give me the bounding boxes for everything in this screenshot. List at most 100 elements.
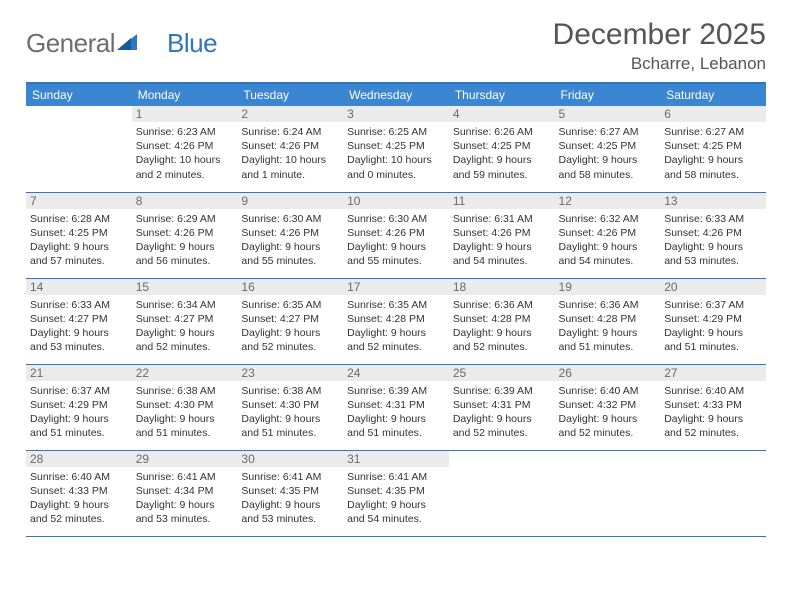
calendar-cell: 28 Sunrise: 6:40 AMSunset: 4:33 PMDayligh… bbox=[26, 450, 132, 536]
sunrise-line: Sunrise: 6:24 AM bbox=[241, 125, 339, 139]
calendar-cell: 10 Sunrise: 6:30 AMSunset: 4:26 PMDayligh… bbox=[343, 192, 449, 278]
sunset-line: Sunset: 4:30 PM bbox=[136, 398, 234, 412]
weekday-header: Monday bbox=[132, 84, 238, 106]
daylight1-line: Daylight: 9 hours bbox=[453, 412, 551, 426]
day-number: 5 bbox=[555, 106, 661, 122]
sunrise-line: Sunrise: 6:40 AM bbox=[664, 384, 762, 398]
sunrise-line: Sunrise: 6:28 AM bbox=[30, 212, 128, 226]
weekday-header: Sunday bbox=[26, 84, 132, 106]
day-number: 15 bbox=[132, 279, 238, 295]
daylight2-line: and 51 minutes. bbox=[241, 426, 339, 440]
sunset-line: Sunset: 4:26 PM bbox=[453, 226, 551, 240]
day-number: 13 bbox=[660, 193, 766, 209]
daylight1-line: Daylight: 9 hours bbox=[30, 412, 128, 426]
daylight2-line: and 52 minutes. bbox=[453, 426, 551, 440]
sunrise-line: Sunrise: 6:35 AM bbox=[241, 298, 339, 312]
sunrise-line: Sunrise: 6:33 AM bbox=[30, 298, 128, 312]
sunrise-line: Sunrise: 6:26 AM bbox=[453, 125, 551, 139]
cell-text: Sunrise: 6:40 AMSunset: 4:33 PMDaylight:… bbox=[30, 470, 128, 527]
sunset-line: Sunset: 4:25 PM bbox=[30, 226, 128, 240]
daylight2-line: and 1 minute. bbox=[241, 168, 339, 182]
daylight1-line: Daylight: 9 hours bbox=[347, 240, 445, 254]
daylight1-line: Daylight: 9 hours bbox=[241, 498, 339, 512]
sunrise-line: Sunrise: 6:41 AM bbox=[347, 470, 445, 484]
day-number: 17 bbox=[343, 279, 449, 295]
daylight1-line: Daylight: 9 hours bbox=[559, 240, 657, 254]
cell-text: Sunrise: 6:41 AMSunset: 4:34 PMDaylight:… bbox=[136, 470, 234, 527]
cell-text: Sunrise: 6:30 AMSunset: 4:26 PMDaylight:… bbox=[347, 212, 445, 269]
sunrise-line: Sunrise: 6:23 AM bbox=[136, 125, 234, 139]
sunset-line: Sunset: 4:28 PM bbox=[453, 312, 551, 326]
calendar-cell: 6Sunrise: 6:27 AMSunset: 4:25 PMDaylight… bbox=[660, 106, 766, 192]
cell-text: Sunrise: 6:34 AMSunset: 4:27 PMDaylight:… bbox=[136, 298, 234, 355]
daylight2-line: and 51 minutes. bbox=[347, 426, 445, 440]
sunrise-line: Sunrise: 6:38 AM bbox=[241, 384, 339, 398]
daylight1-line: Daylight: 10 hours bbox=[241, 153, 339, 167]
cell-text: Sunrise: 6:32 AMSunset: 4:26 PMDaylight:… bbox=[559, 212, 657, 269]
calendar-cell: 23Sunrise: 6:38 AMSunset: 4:30 PMDayligh… bbox=[237, 364, 343, 450]
daylight1-line: Daylight: 9 hours bbox=[30, 240, 128, 254]
daylight2-line: and 59 minutes. bbox=[453, 168, 551, 182]
sunrise-line: Sunrise: 6:25 AM bbox=[347, 125, 445, 139]
sunset-line: Sunset: 4:33 PM bbox=[664, 398, 762, 412]
daylight2-line: and 51 minutes. bbox=[30, 426, 128, 440]
sunset-line: Sunset: 4:26 PM bbox=[241, 226, 339, 240]
daylight2-line: and 56 minutes. bbox=[136, 254, 234, 268]
cell-text: Sunrise: 6:39 AMSunset: 4:31 PMDaylight:… bbox=[347, 384, 445, 441]
sunset-line: Sunset: 4:31 PM bbox=[453, 398, 551, 412]
day-number: 4 bbox=[449, 106, 555, 122]
logo: General Blue bbox=[26, 18, 217, 59]
calendar-cell: 5Sunrise: 6:27 AMSunset: 4:25 PMDaylight… bbox=[555, 106, 661, 192]
calendar-cell: 8Sunrise: 6:29 AMSunset: 4:26 PMDaylight… bbox=[132, 192, 238, 278]
daylight2-line: and 51 minutes. bbox=[559, 340, 657, 354]
sunrise-line: Sunrise: 6:31 AM bbox=[453, 212, 551, 226]
calendar-cell bbox=[26, 106, 132, 192]
cell-text: Sunrise: 6:37 AMSunset: 4:29 PMDaylight:… bbox=[30, 384, 128, 441]
day-number: 28 bbox=[26, 451, 132, 467]
sunrise-line: Sunrise: 6:40 AM bbox=[30, 470, 128, 484]
day-number: 8 bbox=[132, 193, 238, 209]
calendar-cell: 2Sunrise: 6:24 AMSunset: 4:26 PMDaylight… bbox=[237, 106, 343, 192]
cell-text: Sunrise: 6:35 AMSunset: 4:27 PMDaylight:… bbox=[241, 298, 339, 355]
day-number: 18 bbox=[449, 279, 555, 295]
sunrise-line: Sunrise: 6:30 AM bbox=[241, 212, 339, 226]
sunset-line: Sunset: 4:25 PM bbox=[347, 139, 445, 153]
calendar-cell: 16 Sunrise: 6:35 AMSunset: 4:27 PMDayligh… bbox=[237, 278, 343, 364]
daylight2-line: and 53 minutes. bbox=[30, 340, 128, 354]
sunset-line: Sunset: 4:29 PM bbox=[664, 312, 762, 326]
logo-text-general: General bbox=[26, 28, 115, 59]
sunset-line: Sunset: 4:25 PM bbox=[664, 139, 762, 153]
sunrise-line: Sunrise: 6:39 AM bbox=[347, 384, 445, 398]
sunset-line: Sunset: 4:26 PM bbox=[136, 226, 234, 240]
cell-text: Sunrise: 6:23 AMSunset: 4:26 PMDaylight:… bbox=[136, 125, 234, 182]
daylight1-line: Daylight: 9 hours bbox=[453, 240, 551, 254]
daylight1-line: Daylight: 9 hours bbox=[241, 412, 339, 426]
cell-text: Sunrise: 6:35 AMSunset: 4:28 PMDaylight:… bbox=[347, 298, 445, 355]
sunset-line: Sunset: 4:34 PM bbox=[136, 484, 234, 498]
calendar-cell: 11 Sunrise: 6:31 AMSunset: 4:26 PMDayligh… bbox=[449, 192, 555, 278]
cell-text: Sunrise: 6:37 AMSunset: 4:29 PMDaylight:… bbox=[664, 298, 762, 355]
cell-text: Sunrise: 6:24 AMSunset: 4:26 PMDaylight:… bbox=[241, 125, 339, 182]
sunrise-line: Sunrise: 6:32 AM bbox=[559, 212, 657, 226]
day-number: 11 bbox=[449, 193, 555, 209]
calendar-cell: 13Sunrise: 6:33 AMSunset: 4:26 PMDayligh… bbox=[660, 192, 766, 278]
weekday-header: Wednesday bbox=[343, 84, 449, 106]
calendar-cell: 12Sunrise: 6:32 AMSunset: 4:26 PMDayligh… bbox=[555, 192, 661, 278]
daylight2-line: and 53 minutes. bbox=[136, 512, 234, 526]
daylight1-line: Daylight: 9 hours bbox=[559, 153, 657, 167]
day-number: 16 bbox=[237, 279, 343, 295]
sunrise-line: Sunrise: 6:34 AM bbox=[136, 298, 234, 312]
day-number: 10 bbox=[343, 193, 449, 209]
daylight1-line: Daylight: 9 hours bbox=[664, 412, 762, 426]
daylight2-line: and 53 minutes. bbox=[664, 254, 762, 268]
day-number: 27 bbox=[660, 365, 766, 381]
calendar-cell: 20 Sunrise: 6:37 AMSunset: 4:29 PMDayligh… bbox=[660, 278, 766, 364]
calendar-cell bbox=[449, 450, 555, 536]
day-number: 20 bbox=[660, 279, 766, 295]
calendar-cell: 27 Sunrise: 6:40 AMSunset: 4:33 PMDayligh… bbox=[660, 364, 766, 450]
sunset-line: Sunset: 4:32 PM bbox=[559, 398, 657, 412]
sunrise-line: Sunrise: 6:41 AM bbox=[241, 470, 339, 484]
calendar-cell: 26Sunrise: 6:40 AMSunset: 4:32 PMDayligh… bbox=[555, 364, 661, 450]
day-number: 23 bbox=[237, 365, 343, 381]
daylight2-line: and 52 minutes. bbox=[559, 426, 657, 440]
